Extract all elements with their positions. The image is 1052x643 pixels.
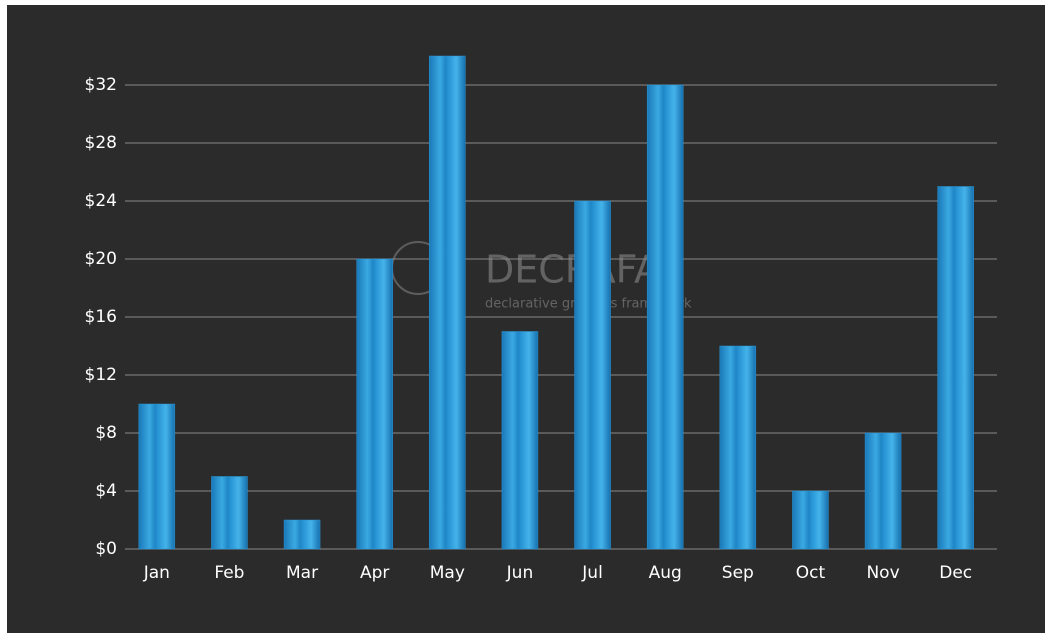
y-tick-label: $12 xyxy=(85,365,117,385)
x-tick-label: Nov xyxy=(866,563,899,583)
y-tick-label: $16 xyxy=(85,307,117,327)
x-tick-label: Oct xyxy=(796,563,826,583)
y-tick-label: $8 xyxy=(95,423,117,443)
bar xyxy=(937,186,974,550)
x-tick-label: Jul xyxy=(581,563,603,583)
watermark-title: DECRAFA xyxy=(485,248,660,292)
bar xyxy=(138,403,176,550)
x-tick-label: Mar xyxy=(286,563,318,583)
x-tick-label: Jun xyxy=(506,563,534,583)
y-tick-label: $24 xyxy=(85,191,117,211)
y-tick-label: $28 xyxy=(85,133,117,153)
x-tick-label: Sep xyxy=(722,563,754,583)
y-tick-label: $0 xyxy=(95,539,117,559)
x-tick-label: Dec xyxy=(939,563,972,583)
x-tick-label: Aug xyxy=(649,563,682,583)
bar xyxy=(429,55,466,550)
bar xyxy=(356,258,393,550)
bar xyxy=(792,490,829,550)
y-tick-label: $20 xyxy=(85,249,117,269)
bar xyxy=(646,84,684,550)
bar xyxy=(719,345,757,550)
bar xyxy=(501,331,539,550)
bar xyxy=(574,200,611,550)
x-tick-label: Apr xyxy=(360,563,389,583)
y-tick-label: $4 xyxy=(95,481,117,501)
x-tick-label: Feb xyxy=(214,563,244,583)
bar xyxy=(283,519,321,550)
watermark: DECRAFA declarative graphics framework xyxy=(391,241,692,312)
y-tick-label: $32 xyxy=(85,75,117,95)
bar xyxy=(864,432,902,550)
bar xyxy=(211,476,248,550)
x-tick-label: May xyxy=(430,563,465,583)
x-tick-label: Jan xyxy=(143,563,170,583)
